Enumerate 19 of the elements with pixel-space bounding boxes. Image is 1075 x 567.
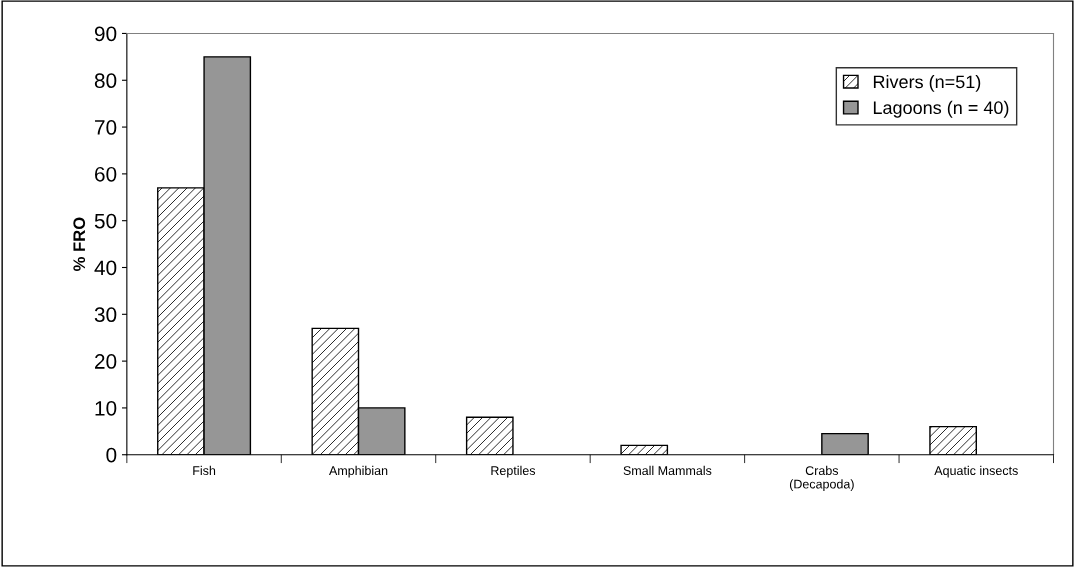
y-tick-label: 20 [95,354,117,369]
y-tick-label: 50 [94,213,117,229]
x-tick-label: Crabs (Decapoda) [789,465,854,491]
legend-label: Lagoons (n = 40) [873,100,1009,118]
y-tick-label: 40 [94,260,117,276]
y-tick-label: 60 [95,166,117,182]
x-tick-label: Aquatic insects [934,465,1018,478]
legend-label: Rivers (n=51) [873,74,981,92]
x-tick-label: Amphibian [329,465,388,478]
y-tick-label: 10 [95,400,117,416]
x-tick-label: Reptiles [491,465,536,478]
y-axis-title: % FRO [73,217,86,271]
x-tick-label: Fish [193,465,216,476]
y-tick-label: 80 [94,73,117,89]
y-tick-label: 30 [94,307,117,323]
x-tick-label: Small Mammals [623,465,712,476]
y-tick-label: 90 [94,26,117,42]
y-tick-label: 0 [106,447,117,463]
y-tick-label: 70 [95,120,117,135]
